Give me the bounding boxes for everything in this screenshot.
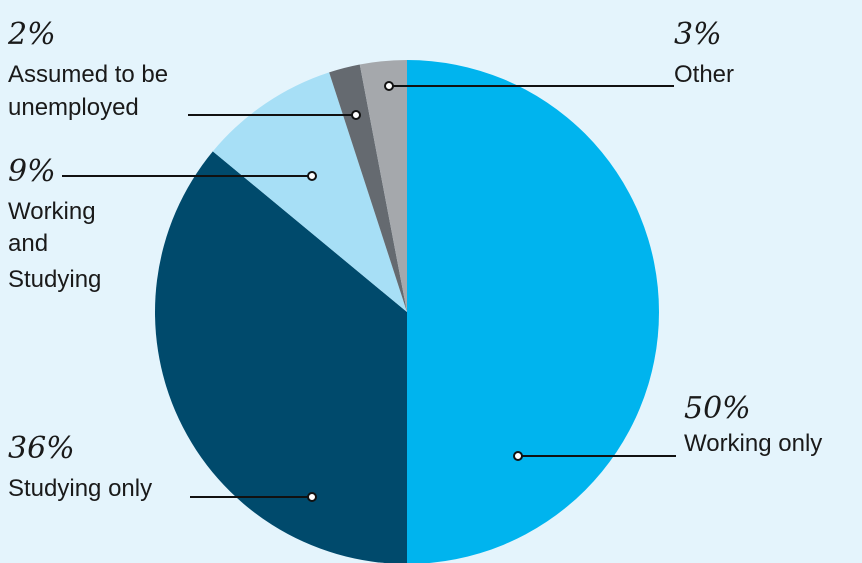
percent-label-assumed-unemployed: 2%: [7, 17, 56, 52]
category-label-working-and-studying-line-1: Working: [8, 198, 96, 225]
leader-dot-working-only: [513, 451, 523, 461]
pie-slice-studying-only: [155, 151, 407, 563]
leader-dot-other: [384, 81, 394, 91]
category-label-studying-only-line-1: Studying only: [8, 475, 152, 502]
pie-slice-working-only: [407, 60, 659, 563]
percent-label-working-only: 50%: [684, 391, 751, 426]
pie-slice-working-and-studying: [212, 72, 407, 312]
pie-slice-assumed-unemployed: [329, 64, 407, 313]
category-label-working-only-line-1: Working only: [684, 430, 822, 457]
percent-label-other: 3%: [674, 17, 722, 52]
leader-dot-assumed-unemployed: [351, 110, 361, 120]
pie-slice-other: [359, 60, 407, 312]
category-label-assumed-unemployed-line-1: Assumed to be: [8, 61, 168, 88]
category-label-working-and-studying-line-3: Studying: [8, 266, 101, 293]
percent-label-working-and-studying: 9%: [8, 154, 56, 189]
category-label-other-line-1: Other: [674, 61, 734, 88]
leader-dot-studying-only: [307, 492, 317, 502]
percent-label-studying-only: 36%: [8, 431, 75, 466]
category-label-assumed-unemployed-line-2: unemployed: [8, 94, 139, 121]
leader-dot-working-and-studying: [307, 171, 317, 181]
category-label-working-and-studying-line-2: and: [8, 230, 48, 257]
